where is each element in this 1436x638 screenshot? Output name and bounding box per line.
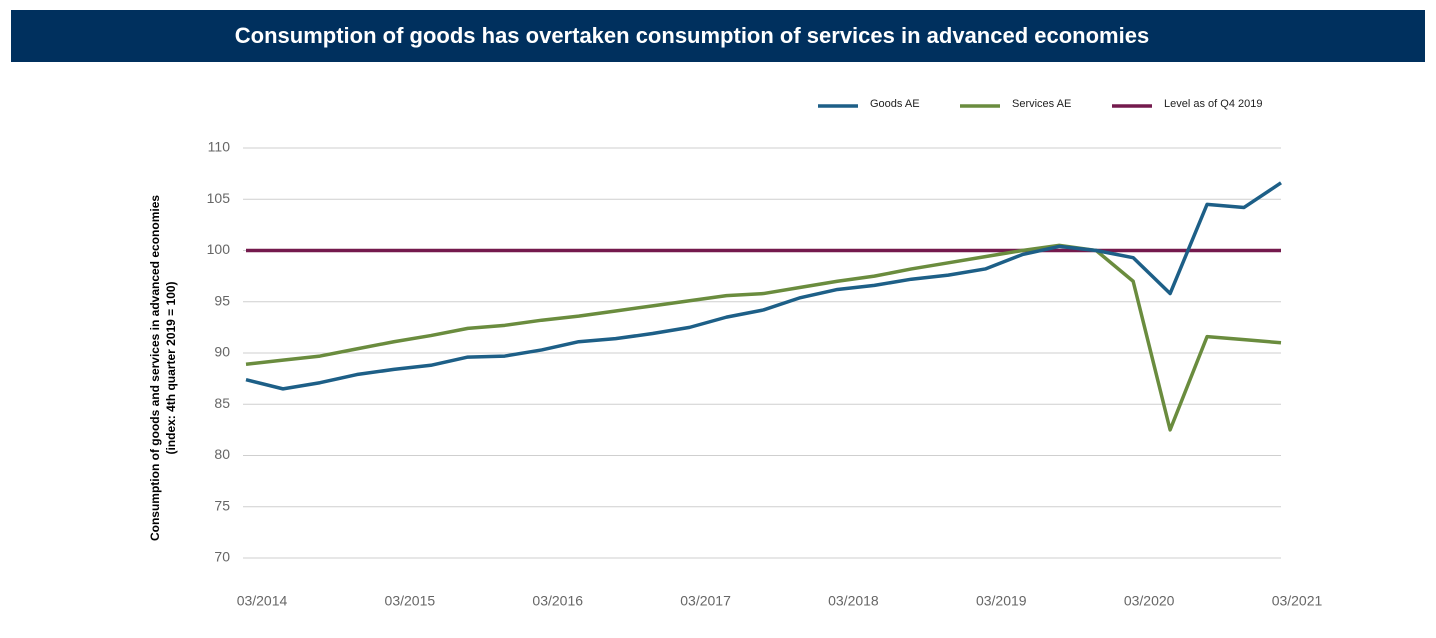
y-axis-title-line: (index: 4th quarter 2019 = 100) (164, 281, 178, 454)
x-tick-label: 03/2019 (976, 593, 1027, 609)
x-tick-label: 03/2017 (680, 593, 731, 609)
x-tick-label: 03/2018 (828, 593, 879, 609)
y-tick-label: 105 (207, 190, 231, 206)
legend-label: Services AE (1012, 98, 1071, 110)
y-tick-label: 95 (214, 292, 230, 308)
y-tick-label: 75 (214, 497, 230, 513)
x-tick-label: 03/2021 (1272, 593, 1323, 609)
legend-label: Level as of Q4 2019 (1164, 98, 1262, 110)
y-tick-label: 100 (207, 241, 231, 257)
x-tick-label: 03/2016 (532, 593, 583, 609)
series-line (245, 243, 1282, 432)
legend-label: Goods AE (870, 98, 920, 110)
x-tick-label: 03/2014 (237, 593, 288, 609)
y-tick-label: 110 (208, 139, 231, 155)
title-banner (11, 10, 1425, 62)
x-tick-label: 03/2020 (1124, 593, 1175, 609)
x-tick-label: 03/2015 (385, 593, 436, 609)
y-axis-title: Consumption of goods and services in adv… (148, 195, 178, 541)
y-tick-label: 70 (214, 549, 230, 565)
y-tick-label: 80 (214, 446, 230, 462)
chart-title: Consumption of goods has overtaken consu… (235, 23, 1149, 48)
y-tick-label: 85 (214, 395, 230, 411)
y-tick-label: 90 (214, 344, 230, 360)
series-line (245, 181, 1282, 391)
y-axis-title-line: Consumption of goods and services in adv… (148, 195, 162, 541)
